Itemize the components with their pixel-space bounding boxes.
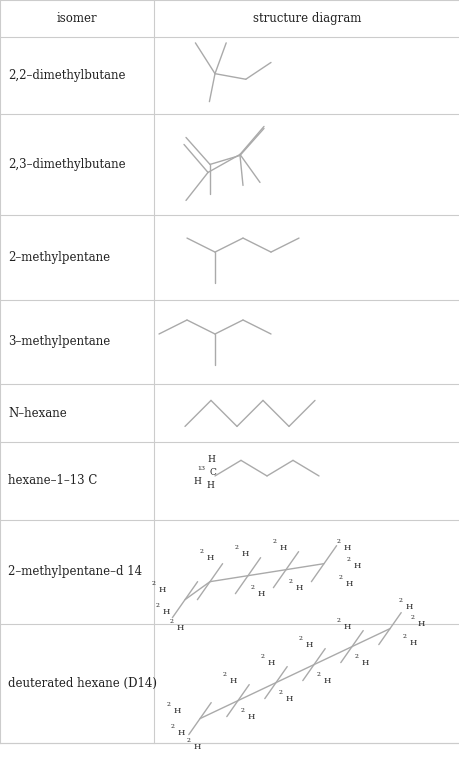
Text: N–hexane: N–hexane (8, 407, 67, 420)
Text: H: H (247, 713, 254, 720)
Text: 2: 2 (278, 690, 282, 695)
Text: H: H (345, 580, 352, 587)
Text: 2: 2 (260, 654, 264, 659)
Text: 2: 2 (298, 636, 302, 641)
Text: H: H (158, 586, 166, 594)
Text: 2: 2 (250, 585, 254, 590)
Text: H: H (417, 620, 424, 628)
Text: H: H (177, 729, 185, 736)
Text: 2: 2 (234, 545, 238, 550)
Text: 2–methylpentane: 2–methylpentane (8, 251, 110, 263)
Text: 2,3–dimethylbutane: 2,3–dimethylbutane (8, 158, 125, 171)
Text: deuterated hexane (D14): deuterated hexane (D14) (8, 677, 157, 690)
Text: H: H (229, 676, 236, 685)
Text: 2: 2 (402, 634, 406, 639)
Text: 2: 2 (336, 618, 340, 623)
Text: hexane–1–13 C: hexane–1–13 C (8, 475, 97, 487)
Text: 2: 2 (336, 539, 340, 544)
Text: 2: 2 (222, 672, 226, 677)
Text: H: H (207, 455, 214, 465)
Text: 2: 2 (338, 575, 342, 581)
Text: H: H (343, 622, 350, 631)
Text: 2: 2 (166, 702, 170, 707)
Text: 2: 2 (288, 579, 292, 584)
Text: 2: 2 (397, 598, 402, 603)
Text: 2: 2 (316, 672, 320, 677)
Text: 2: 2 (199, 549, 203, 554)
Text: H: H (241, 550, 248, 557)
Text: 2: 2 (169, 619, 173, 625)
Text: H: H (323, 676, 330, 685)
Text: H: H (176, 624, 184, 631)
Text: H: H (162, 608, 169, 615)
Text: H: H (353, 562, 360, 570)
Text: structure diagram: structure diagram (252, 12, 360, 25)
Text: H: H (206, 482, 213, 490)
Text: 2: 2 (186, 738, 190, 743)
Text: 2: 2 (155, 603, 159, 608)
Text: H: H (361, 659, 368, 666)
Text: 2: 2 (354, 654, 358, 659)
Text: isomer: isomer (56, 12, 97, 25)
Text: 2: 2 (151, 581, 155, 586)
Text: 2: 2 (346, 557, 350, 562)
Text: H: H (193, 743, 201, 750)
Text: H: H (305, 641, 312, 648)
Text: 3–methylpentane: 3–methylpentane (8, 336, 110, 348)
Text: 13: 13 (196, 466, 205, 471)
Text: H: H (343, 543, 350, 552)
Text: H: H (173, 706, 180, 715)
Text: H: H (193, 477, 201, 486)
Text: H: H (295, 584, 302, 591)
Text: H: H (206, 554, 213, 562)
Text: 2: 2 (409, 615, 414, 620)
Text: 2: 2 (272, 539, 276, 544)
Text: 2: 2 (170, 724, 174, 729)
Text: H: H (279, 543, 286, 552)
Text: H: H (405, 603, 412, 611)
Text: 2: 2 (240, 708, 244, 713)
Text: H: H (267, 659, 274, 666)
Text: H: H (285, 695, 292, 703)
Text: C: C (210, 469, 216, 477)
Text: 2,2–dimethylbutane: 2,2–dimethylbutane (8, 69, 125, 82)
Text: H: H (257, 590, 264, 598)
Text: 2–methylpentane–d 14: 2–methylpentane–d 14 (8, 565, 142, 578)
Text: H: H (409, 638, 416, 647)
